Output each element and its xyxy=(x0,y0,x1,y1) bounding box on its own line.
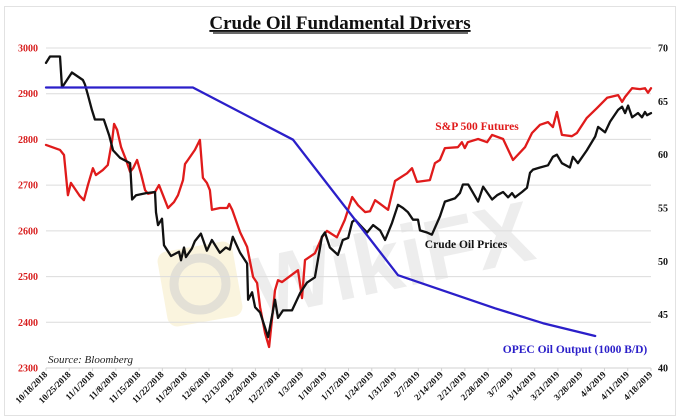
opec-oil-output-line xyxy=(44,86,597,338)
right-axis-tick-label: 45 xyxy=(658,310,668,321)
series-lines xyxy=(44,55,653,349)
opec-series-label: OPEC Oil Output (1000 B/D) xyxy=(503,344,648,356)
left-axis-tick-label: 2300 xyxy=(18,364,38,375)
watermark-logo-icon xyxy=(169,253,231,315)
chart-title: Crude Oil Fundamental Drivers xyxy=(209,13,470,34)
right-axis-tick-label: 65 xyxy=(658,97,668,108)
right-axis-tick-label: 50 xyxy=(658,257,668,268)
crude-oil-prices-line xyxy=(44,55,653,339)
sp500-series-label: S&P 500 Futures xyxy=(435,121,519,133)
crude-oil-series-label: Crude Oil Prices xyxy=(425,239,508,251)
source-note: Source: Bloomberg xyxy=(48,354,134,366)
chart-frame xyxy=(4,6,676,416)
right-axis-tick-label: 70 xyxy=(658,44,668,55)
left-axis-tick-label: 2900 xyxy=(18,89,38,100)
left-axis-tick-label: 2700 xyxy=(18,181,38,192)
right-axis-tick-label: 60 xyxy=(658,150,668,161)
left-axis-ticks: 2300 2400 2500 2600 2700 2800 2900 3000 xyxy=(18,44,38,375)
left-axis-tick-label: 2800 xyxy=(18,135,38,146)
right-axis-ticks: 40 45 50 55 60 65 70 xyxy=(658,44,668,375)
left-axis-tick-label: 2400 xyxy=(18,318,38,329)
left-axis-tick-label: 3000 xyxy=(18,44,38,55)
left-axis-tick-label: 2600 xyxy=(18,226,38,237)
left-axis-tick-label: 2500 xyxy=(18,272,38,283)
gridlines xyxy=(46,47,651,323)
right-axis-tick-label: 40 xyxy=(658,364,668,375)
right-axis-tick-label: 55 xyxy=(658,204,668,215)
